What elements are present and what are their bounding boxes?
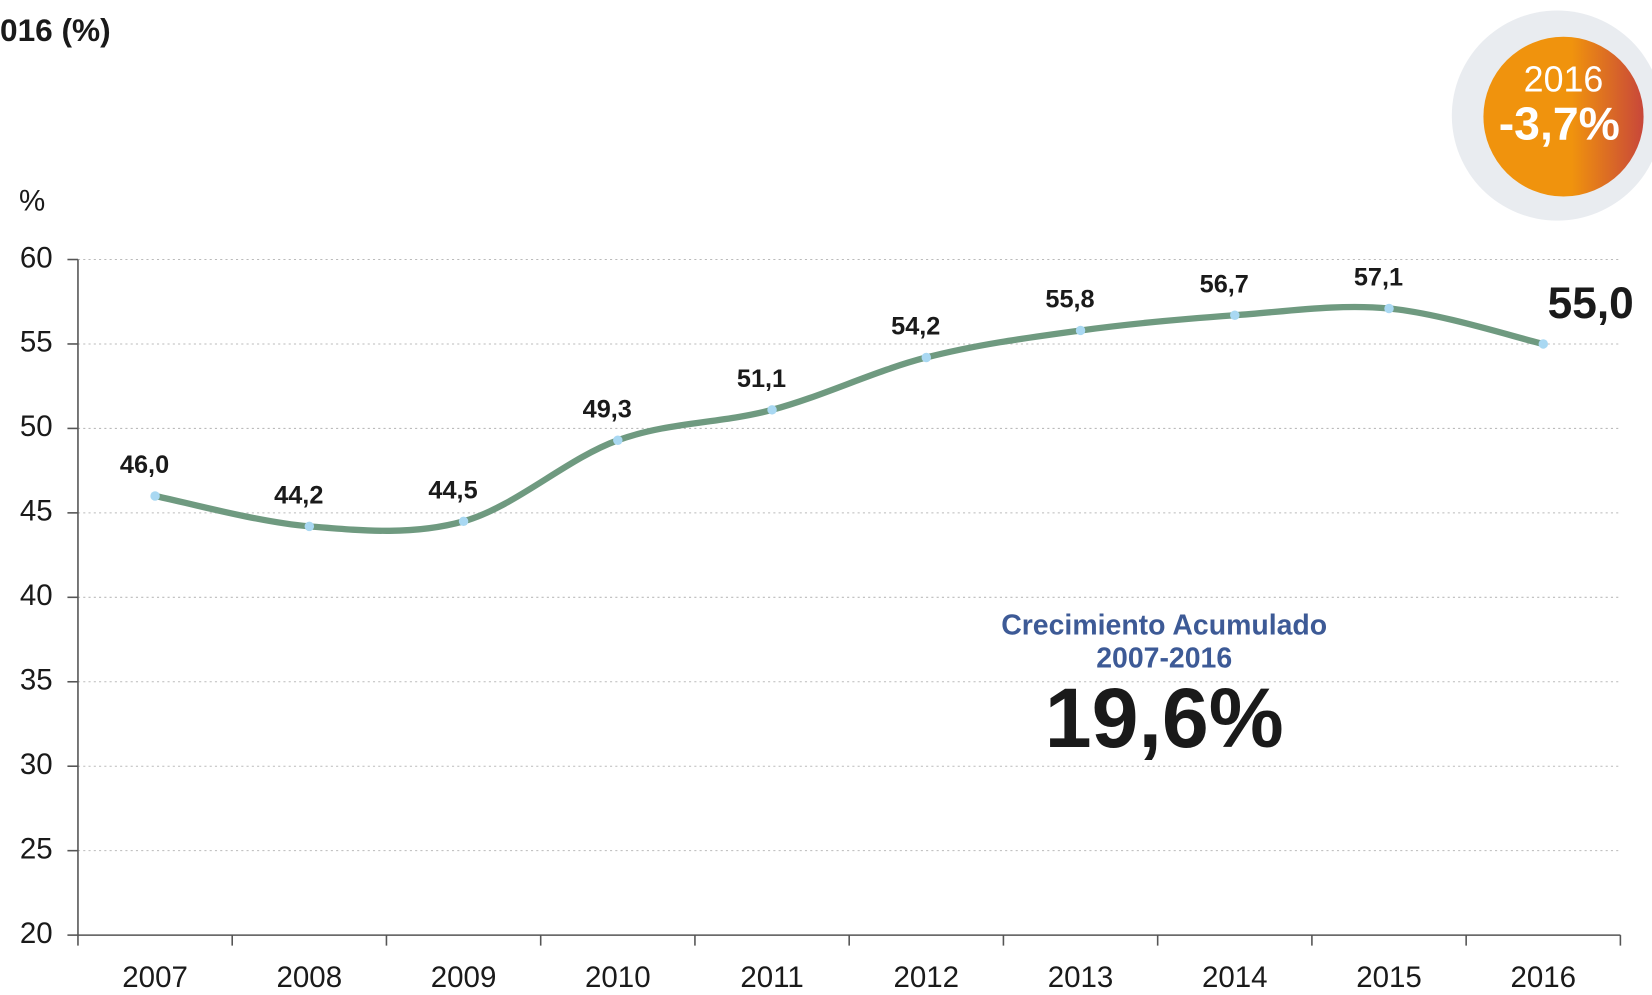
point xyxy=(304,521,315,532)
x-tick-label: 2014 xyxy=(1202,961,1268,994)
point xyxy=(150,491,160,501)
x-tick-label: 2012 xyxy=(894,961,960,994)
data-label: 46,0 xyxy=(120,451,169,479)
data-label: 49,3 xyxy=(583,396,632,424)
x-tick-label: 2010 xyxy=(585,961,651,994)
y-axis-label: % xyxy=(19,185,45,218)
point xyxy=(1538,339,1549,349)
badge-value: -3,7% xyxy=(1499,97,1620,149)
line xyxy=(151,303,1547,534)
x-tick-label: 2016 xyxy=(1510,961,1576,994)
x-tick-label: 2015 xyxy=(1356,961,1422,994)
annotation-line2: 2007-2016 xyxy=(1096,642,1232,674)
x-tick-label: 2008 xyxy=(277,961,343,994)
x-tick-label: 2007 xyxy=(122,961,188,994)
y-tick-label: 55 xyxy=(20,326,53,359)
data-label: 55,8 xyxy=(1045,286,1094,314)
y-tick-label: 20 xyxy=(20,917,53,950)
point xyxy=(1230,310,1240,320)
x-tick-label: 2009 xyxy=(431,961,497,994)
data-label: 51,1 xyxy=(737,365,786,393)
y-tick-label: 50 xyxy=(20,410,53,443)
data-label: 54,2 xyxy=(891,313,940,341)
data-label: 55,0 xyxy=(1548,279,1634,328)
badge xyxy=(1483,36,1644,197)
y-tick-label: 30 xyxy=(20,748,53,781)
y-tick-label: 40 xyxy=(20,579,53,612)
y-tick-label: 25 xyxy=(20,832,53,865)
annotation-value: 19,6% xyxy=(1045,671,1284,765)
point xyxy=(1384,303,1394,314)
point xyxy=(458,516,469,527)
data-label: 56,7 xyxy=(1200,271,1249,299)
data-label: 44,5 xyxy=(428,477,477,505)
annotation-line1: Crecimiento Acumulado xyxy=(1001,610,1327,642)
data-label: 44,2 xyxy=(274,482,323,510)
y-tick-label: 35 xyxy=(20,664,53,697)
badge-year: 2016 xyxy=(1524,59,1604,99)
data-label: 57,1 xyxy=(1354,264,1403,292)
point xyxy=(767,405,777,415)
y-tick-label: 60 xyxy=(20,241,53,274)
point xyxy=(1075,325,1086,336)
point xyxy=(613,435,623,445)
point xyxy=(921,352,932,363)
chart-title: 016 (%) xyxy=(0,12,111,48)
y-tick-label: 45 xyxy=(20,495,53,528)
x-tick-label: 2011 xyxy=(740,961,803,994)
x-tick-label: 2013 xyxy=(1048,961,1114,994)
